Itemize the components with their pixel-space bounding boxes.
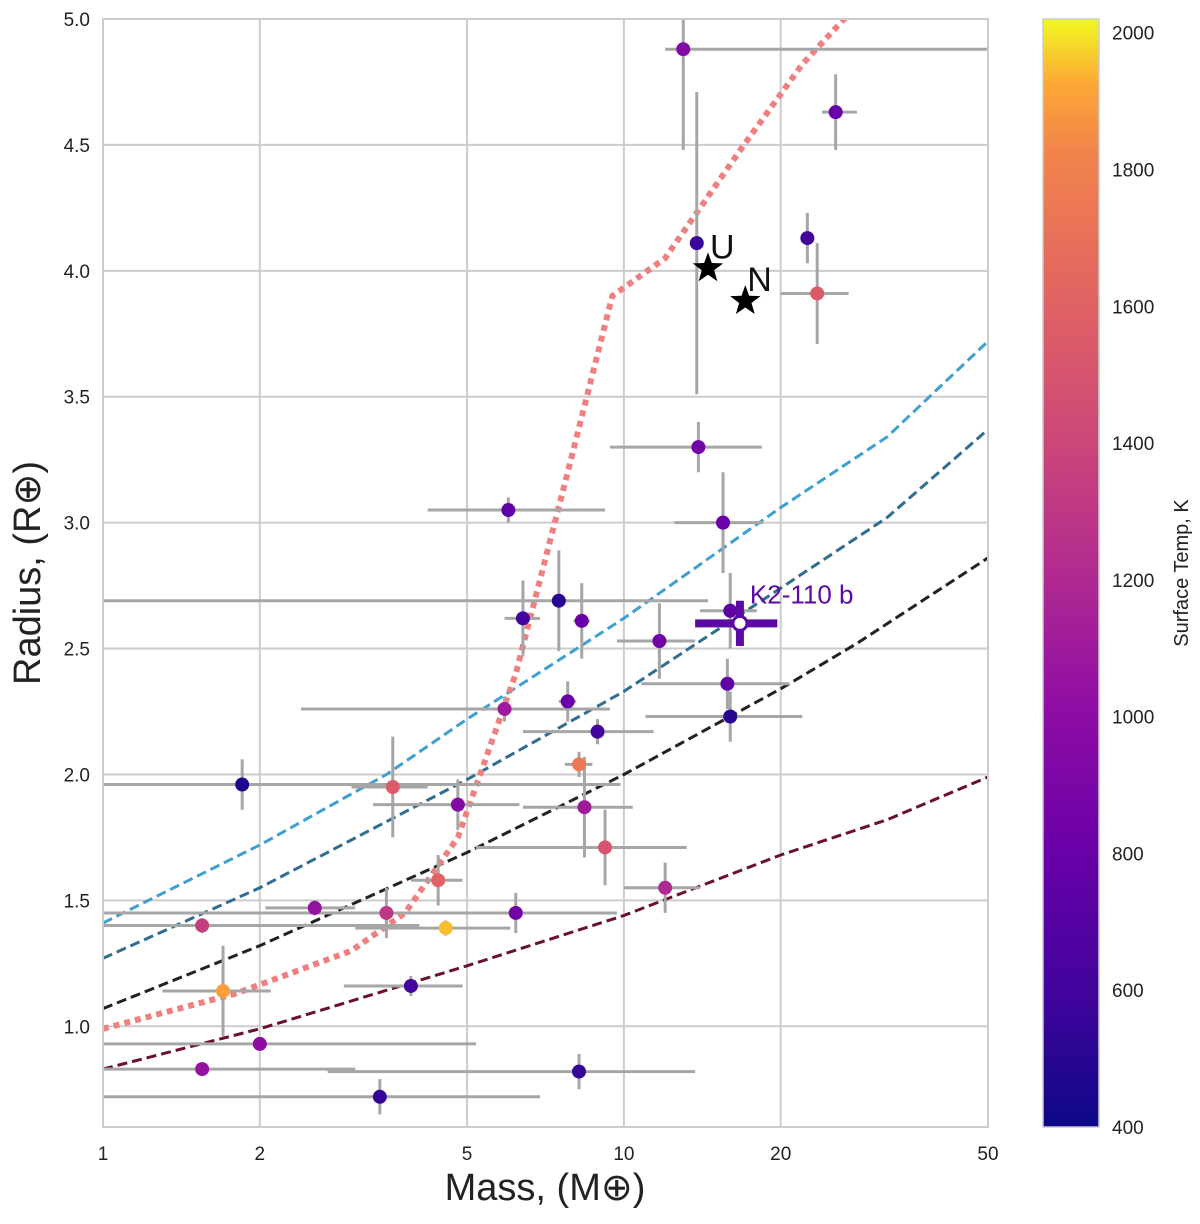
y-axis-title: Radius, (R⊕): [7, 461, 49, 685]
planet-point: [515, 611, 530, 626]
composition-curves: [103, 19, 988, 1071]
colorbar-tick-label: 1800: [1112, 160, 1154, 181]
y-tick-label: 4.0: [64, 262, 90, 283]
planet-point: [689, 236, 704, 251]
plot-frame: [102, 18, 989, 1128]
x-tick-label: 5: [462, 1144, 473, 1165]
planet-point: [195, 1062, 210, 1077]
planet-point: [723, 709, 738, 724]
colorbar-tick-label: 1400: [1112, 434, 1154, 455]
highlight-point: [731, 614, 749, 632]
x-tick-label: 10: [613, 1144, 634, 1165]
y-tick-label: 3.0: [64, 514, 90, 535]
planet-point: [372, 1089, 387, 1104]
planet-point: [195, 918, 210, 933]
planet-point: [590, 724, 605, 739]
planet-point: [828, 105, 843, 120]
solar-planet-label: U: [710, 228, 735, 266]
planet-point: [501, 503, 516, 518]
planet-point: [551, 593, 566, 608]
y-tick-label: 5.0: [64, 10, 90, 31]
composition-curve-curve-1: [103, 340, 988, 925]
y-tick-label: 4.5: [64, 136, 90, 157]
planet-point: [691, 440, 706, 455]
planet-point: [574, 613, 589, 628]
x-tick-label: 20: [770, 1144, 791, 1165]
colorbar-tick-label: 800: [1112, 844, 1144, 865]
x-tick-label: 1: [98, 1144, 109, 1165]
composition-curve-curve-2: [103, 428, 988, 960]
planet-point: [652, 633, 667, 648]
planet-point: [572, 757, 587, 772]
composition-curve-curve-4: [103, 775, 988, 1071]
y-tick-label: 3.5: [64, 388, 90, 409]
composition-curve-curve-3: [103, 556, 988, 1010]
planet-point: [572, 1064, 587, 1079]
colorbar-tick-label: 400: [1112, 1118, 1144, 1139]
planet-point: [720, 676, 735, 691]
star-icon: [730, 285, 761, 314]
solar-planet-label: N: [747, 261, 772, 299]
planet-point: [450, 797, 465, 812]
planet-point: [438, 921, 453, 936]
y-tick-label: 1.5: [64, 891, 90, 912]
x-axis-title: Mass, (M⊕): [445, 1167, 646, 1209]
error-bars: [103, 19, 988, 1115]
planet-point: [431, 873, 446, 888]
planet-point: [810, 286, 825, 301]
y-axis-ticks: 1.0 1.5 2.0 2.5 3.0 3.5 4.0 4.5 5.0: [64, 10, 90, 1038]
colorbar: 400 600 800 1000 1200 1400 1600 1800 2000 Surfac…: [1042, 18, 1193, 1139]
x-tick-label: 2: [255, 1144, 266, 1165]
x-tick-label: 50: [977, 1144, 998, 1165]
data-points: [195, 42, 843, 1104]
planet-point: [216, 984, 231, 999]
planet-point: [235, 777, 250, 792]
annotations: K2-110 b UN: [692, 228, 854, 647]
colorbar-tick-label: 600: [1112, 981, 1144, 1002]
planet-point: [560, 694, 575, 709]
colorbar-gradient: [1042, 18, 1100, 1128]
colorbar-tick-label: 2000: [1112, 24, 1154, 45]
planet-point: [676, 42, 691, 57]
colorbar-tick-label: 1000: [1112, 708, 1154, 729]
colorbar-tick-label: 1600: [1112, 297, 1154, 318]
planet-point: [379, 905, 394, 920]
planet-point: [508, 905, 523, 920]
grid: [102, 18, 989, 1127]
star-icon: [692, 252, 724, 282]
colorbar-title: Surface Temp, K: [1171, 499, 1193, 647]
colorbar-tick-label: 1200: [1112, 571, 1154, 592]
planet-point: [716, 515, 731, 530]
planet-point: [658, 880, 673, 895]
planet-point: [598, 840, 613, 855]
colorbar-ticks: 400 600 800 1000 1200 1400 1600 1800 2000: [1112, 24, 1154, 1139]
planet-point: [403, 978, 418, 993]
planet-point: [252, 1036, 267, 1051]
planet-point: [307, 900, 322, 915]
dotted-model-curve: [103, 19, 849, 1032]
planet-point: [800, 231, 815, 246]
x-axis-ticks: 1 2 5 10 20 50: [98, 1144, 999, 1165]
y-tick-label: 2.0: [64, 765, 90, 786]
planet-point: [497, 701, 512, 716]
highlight-label: K2-110 b: [750, 579, 854, 609]
planet-point: [577, 800, 592, 815]
planet-point: [723, 603, 738, 618]
y-tick-label: 1.0: [64, 1017, 90, 1038]
y-tick-label: 2.5: [64, 640, 90, 661]
planet-point: [385, 780, 400, 795]
